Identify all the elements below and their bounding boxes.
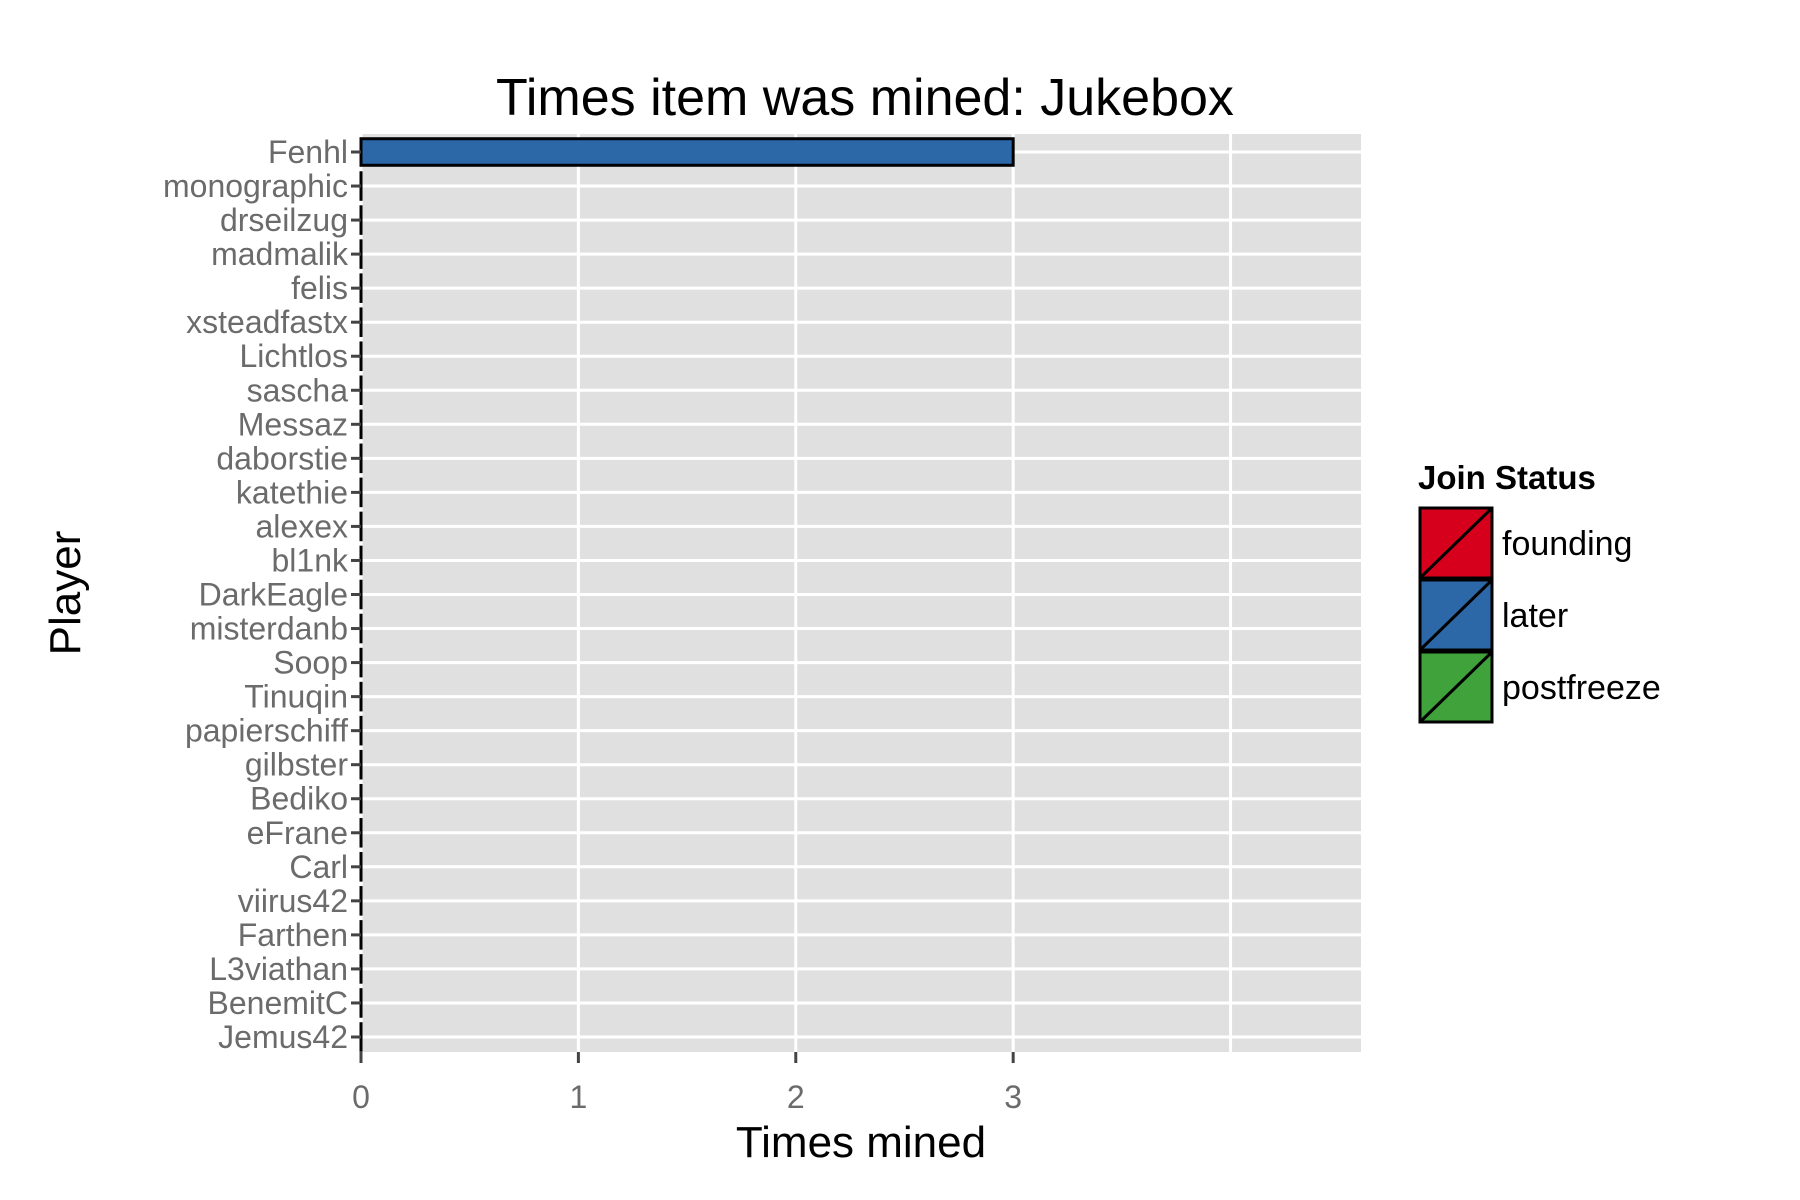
tick-label-y-Fenhl: Fenhl xyxy=(268,134,348,170)
tick-label-y-Lichtlos: Lichtlos xyxy=(240,338,349,374)
tick-label-y-monographic: monographic xyxy=(163,168,348,204)
legend-label-postfreeze: postfreeze xyxy=(1502,669,1661,707)
legend-label-later: later xyxy=(1502,597,1568,635)
bar-Fenhl xyxy=(359,137,1015,167)
tick-label-y-katethie: katethie xyxy=(236,474,348,510)
x-axis: 0 1 2 3 xyxy=(352,1052,1022,1115)
tick-label-y-L3viathan: L3viathan xyxy=(209,951,348,987)
tick-label-y-drseilzug: drseilzug xyxy=(220,202,348,238)
tick-label-y-Jemus42: Jemus42 xyxy=(218,1019,348,1055)
tick-label-y-Bediko: Bediko xyxy=(250,781,348,817)
tick-label-y-madmalik: madmalik xyxy=(211,236,349,272)
tick-label-y-papierschiff: papierschiff xyxy=(185,713,348,749)
tick-label-y-eFrane: eFrane xyxy=(247,815,348,851)
tick-label-y-Farthen: Farthen xyxy=(238,917,348,953)
tick-label-y-xsteadfastx: xsteadfastx xyxy=(186,304,348,340)
chart-title: Times item was mined: Jukebox xyxy=(496,69,1234,127)
legend-title: Join Status xyxy=(1418,459,1596,496)
y-axis-label: Player xyxy=(41,531,90,656)
legend-items: founding later postfreeze xyxy=(1418,506,1661,724)
legend-key-slash-founding xyxy=(1418,506,1494,580)
tick-label-y-gilbster: gilbster xyxy=(245,747,349,783)
tick-label-y-Soop: Soop xyxy=(273,645,348,681)
tick-label-y-sascha: sascha xyxy=(247,372,349,408)
tick-label-y-felis: felis xyxy=(291,270,348,306)
horizontal-gridlines xyxy=(361,150,1361,1039)
tick-label-x-2: 2 xyxy=(787,1079,805,1115)
tick-label-y-Messaz: Messaz xyxy=(238,406,348,442)
legend-key-slash-later xyxy=(1418,578,1494,652)
tick-label-y-BenemitC: BenemitC xyxy=(208,985,349,1021)
y-axis: Fenhlmonographicdrseilzugmadmalikfelisxs… xyxy=(163,134,361,1055)
bars xyxy=(359,137,1015,1052)
legend-key-slash-postfreeze xyxy=(1418,650,1494,724)
x-axis-label: Times mined xyxy=(736,1118,986,1167)
tick-label-x-3: 3 xyxy=(1004,1079,1022,1115)
legend-label-founding: founding xyxy=(1502,525,1632,563)
tick-label-x-0: 0 xyxy=(352,1079,370,1115)
tick-label-y-Tinuqin: Tinuqin xyxy=(244,679,348,715)
tick-label-y-bl1nk: bl1nk xyxy=(272,542,350,578)
tick-label-y-daborstie: daborstie xyxy=(216,440,348,476)
tick-label-y-viirus42: viirus42 xyxy=(238,883,348,919)
tick-label-y-alexex: alexex xyxy=(256,508,349,544)
tick-label-y-Carl: Carl xyxy=(289,849,348,885)
tick-label-y-misterdanb: misterdanb xyxy=(190,611,348,647)
legend: Join Status founding later postfreeze xyxy=(1418,459,1661,724)
tick-label-x-1: 1 xyxy=(569,1079,587,1115)
tick-label-y-DarkEagle: DarkEagle xyxy=(199,577,348,613)
